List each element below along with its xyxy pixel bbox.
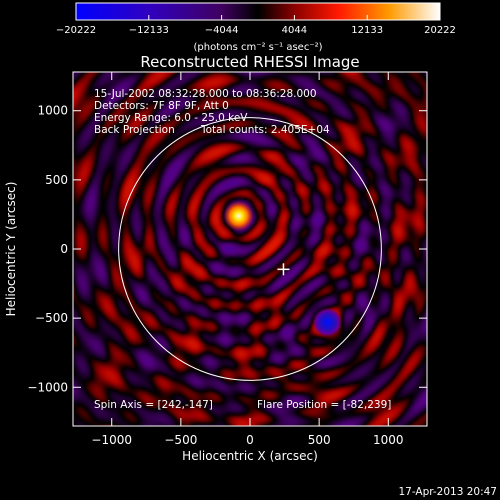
info-line-energy: Energy Range: 6.0 - 25.0 keV [94,112,248,124]
colorbar-tick-label: 12133 [351,25,383,36]
x-tick-label: −1000 [91,433,132,447]
colorbar-tick-label: 4044 [282,25,307,36]
y-tick-label: 1000 [37,104,68,118]
x-axis-label: Heliocentric X (arcsec) [182,449,318,463]
y-tick-label: −500 [35,311,68,325]
axis-ticks: −1000 −500 0 500 1000 −1000 −500 0 500 1000 [27,72,427,447]
spin-axis-marker [277,263,290,276]
info-line-time: 15-Jul-2002 08:32:28.000 to 08:36:28.000 [94,88,317,100]
x-tick-label: −500 [164,433,197,447]
solar-disk-limb [118,117,382,381]
colorbar-tick-label: −20222 [56,25,96,36]
y-axis-label: Heliocentric Y (arcsec) [4,182,18,317]
colorbar-gradient [75,2,441,21]
y-tick-label: 0 [60,242,68,256]
x-tick-label: 0 [246,433,254,447]
spin-axis-label: Spin Axis = [242,-147] [94,399,213,411]
y-tick-label: −1000 [27,380,68,394]
colorbar: −20222 −12133 −4044 4044 12133 20222 (photons… [56,2,456,53]
bright-source [223,200,254,231]
plot-area: −1000 −500 0 500 1000 −1000 −500 0 500 1000 15-Ju… [27,71,428,447]
heatmap-image [73,72,427,426]
x-tick-label: 1000 [373,433,404,447]
info-line-detectors: Detectors: 7F 8F 9F, Att 0 [94,100,229,112]
y-tick-label: 500 [45,173,68,187]
colorbar-tick-label: −4044 [205,25,239,36]
x-tick-label: 500 [308,433,331,447]
flare-position-label: Flare Position = [-82,239] [257,399,391,411]
colorbar-label: (photons cm⁻² s⁻¹ asec⁻²) [193,42,322,53]
total-counts: Total counts: 2.405E+04 [200,124,330,136]
colorbar-ticks: −20222 −12133 −4044 4044 12133 20222 [56,15,456,36]
dark-source [312,307,343,338]
colorbar-tick-label: 20222 [424,25,456,36]
footer-timestamp: 17-Apr-2013 20:47 [398,486,497,498]
colorbar-tick-label: −12133 [129,25,169,36]
chart-title: Reconstructed RHESSI Image [140,53,359,71]
info-line-method: Back Projection [94,124,175,136]
